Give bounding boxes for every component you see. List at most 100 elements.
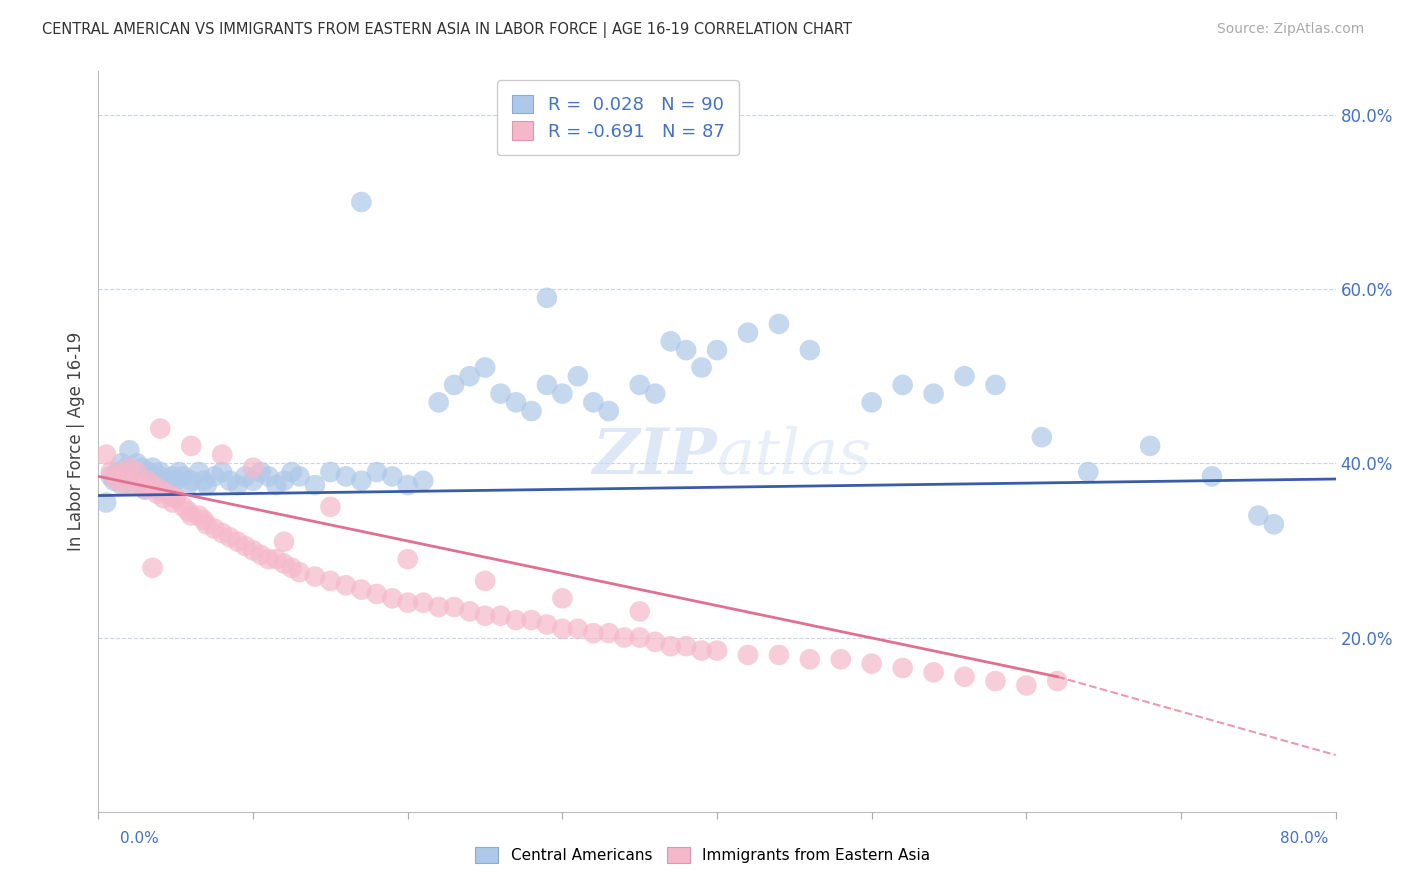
Point — [706, 643, 728, 657]
Point — [644, 635, 666, 649]
Point — [180, 474, 202, 488]
Point — [131, 478, 153, 492]
Point — [489, 608, 512, 623]
Point — [118, 443, 141, 458]
Point — [141, 478, 165, 492]
Point — [737, 648, 759, 662]
Point — [281, 465, 304, 479]
Point — [396, 552, 419, 566]
Point — [127, 465, 149, 479]
Point — [96, 448, 118, 462]
Point — [211, 448, 233, 462]
Point — [165, 474, 187, 488]
Point — [211, 526, 233, 541]
Point — [860, 395, 883, 409]
Point — [111, 456, 132, 470]
Text: Source: ZipAtlas.com: Source: ZipAtlas.com — [1216, 22, 1364, 37]
Point — [536, 291, 558, 305]
Point — [257, 469, 280, 483]
Point — [134, 483, 156, 497]
Point — [149, 421, 172, 435]
Point — [319, 465, 342, 479]
Point — [551, 386, 574, 401]
Point — [891, 661, 914, 675]
Point — [984, 674, 1007, 689]
Point — [141, 561, 165, 575]
Point — [188, 508, 211, 523]
Point — [118, 474, 141, 488]
Point — [319, 500, 342, 514]
Point — [984, 378, 1007, 392]
Point — [105, 465, 128, 479]
Point — [146, 487, 169, 501]
Point — [141, 478, 165, 492]
Point — [165, 491, 187, 505]
Point — [121, 478, 143, 492]
Point — [690, 643, 713, 657]
Point — [381, 591, 404, 606]
Point — [127, 469, 149, 483]
Point — [644, 386, 666, 401]
Point — [613, 631, 636, 645]
Point — [177, 504, 200, 518]
Point — [250, 548, 273, 562]
Point — [628, 378, 651, 392]
Point — [288, 469, 311, 483]
Point — [628, 604, 651, 618]
Point — [242, 460, 264, 475]
Point — [799, 652, 821, 666]
Point — [162, 495, 184, 509]
Point — [1263, 517, 1285, 532]
Point — [474, 574, 496, 588]
Point — [675, 639, 697, 653]
Point — [396, 478, 419, 492]
Point — [242, 543, 264, 558]
Point — [146, 483, 169, 497]
Point — [427, 395, 450, 409]
Point — [193, 474, 215, 488]
Point — [304, 569, 326, 583]
Point — [141, 460, 165, 475]
Legend: Central Americans, Immigrants from Eastern Asia: Central Americans, Immigrants from Easte… — [463, 834, 943, 875]
Point — [136, 465, 159, 479]
Point — [350, 194, 373, 209]
Point — [1015, 678, 1038, 692]
Point — [443, 378, 465, 392]
Point — [103, 469, 125, 483]
Point — [162, 469, 184, 483]
Point — [520, 613, 543, 627]
Point — [922, 386, 945, 401]
Text: 80.0%: 80.0% — [1281, 831, 1329, 846]
Point — [505, 395, 527, 409]
Point — [366, 587, 388, 601]
Point — [233, 539, 257, 553]
Point — [922, 665, 945, 680]
Point — [149, 483, 172, 497]
Point — [489, 386, 512, 401]
Point — [172, 469, 194, 483]
Point — [136, 474, 159, 488]
Point — [768, 317, 790, 331]
Point — [598, 626, 620, 640]
Point — [121, 465, 143, 479]
Point — [188, 465, 211, 479]
Point — [551, 591, 574, 606]
Point — [427, 600, 450, 615]
Text: atlas: atlas — [717, 425, 872, 487]
Point — [1247, 508, 1270, 523]
Point — [172, 500, 194, 514]
Point — [264, 478, 288, 492]
Point — [219, 530, 242, 544]
Point — [505, 613, 527, 627]
Point — [412, 474, 434, 488]
Point — [211, 465, 233, 479]
Point — [799, 343, 821, 357]
Point — [474, 608, 496, 623]
Point — [628, 631, 651, 645]
Point — [1031, 430, 1053, 444]
Point — [1077, 465, 1099, 479]
Point — [281, 561, 304, 575]
Point — [118, 460, 141, 475]
Point — [177, 478, 200, 492]
Point — [288, 565, 311, 579]
